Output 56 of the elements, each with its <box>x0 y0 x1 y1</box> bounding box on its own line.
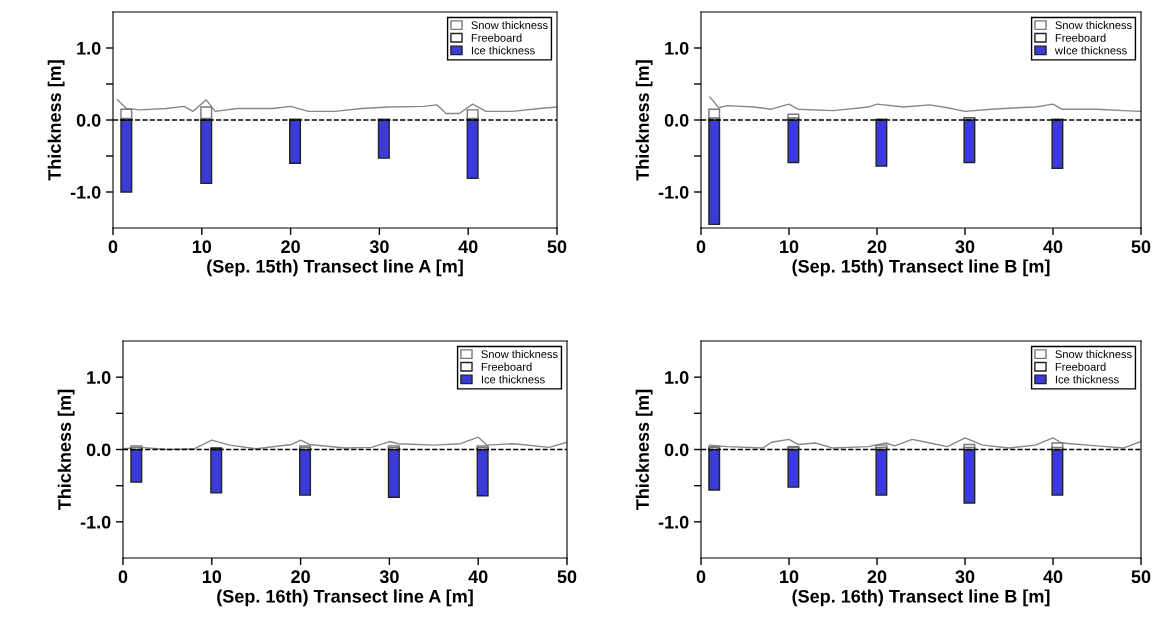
x-tick-label: 20 <box>867 570 887 584</box>
x-tick-label: 40 <box>458 240 478 254</box>
x-tick-label: 10 <box>780 570 799 584</box>
y-tick-label: -1.0 <box>658 185 689 199</box>
x-tick-label: 20 <box>281 240 300 254</box>
legend-label: Freeboard <box>1055 362 1106 371</box>
x-tick-label: 50 <box>547 240 567 254</box>
y-tick-label: 1.0 <box>77 41 101 55</box>
y-tick-label: 0.0 <box>664 443 689 457</box>
legend-label: Ice thickness <box>481 375 545 384</box>
x-tick-label: 10 <box>780 240 799 254</box>
legend-label: Freeboard <box>471 33 522 42</box>
x-tick-label: 10 <box>192 240 212 254</box>
x-tick-label: 0 <box>118 570 128 584</box>
legend-label: Freeboard <box>1055 33 1106 42</box>
x-tick-label: 50 <box>1131 240 1151 254</box>
legend-label: Snow thickness <box>1055 20 1132 30</box>
x-tick-label: 30 <box>955 570 975 584</box>
y-axis-title: Thickness [m] <box>635 60 653 181</box>
x-tick-label: 30 <box>379 570 399 584</box>
x-axis-title: (Sep. 16th) Transect line B [m] <box>792 589 1050 607</box>
x-tick-label: 20 <box>867 240 887 254</box>
legend-label: Snow thickness <box>471 20 548 30</box>
y-axis-title: Thickness [m] <box>635 389 653 510</box>
y-tick-label: 0.0 <box>76 113 101 127</box>
y-tick-label: -1.0 <box>658 515 689 529</box>
x-tick-label: 20 <box>291 570 310 584</box>
x-tick-label: 0 <box>696 570 706 584</box>
x-tick-label: 40 <box>1043 570 1063 584</box>
legend-label: Ice thickness <box>471 46 535 55</box>
x-axis-title: (Sep. 16th) Transect line A [m] <box>217 589 473 607</box>
y-tick-label: -1.0 <box>80 515 111 529</box>
y-tick-label: 0.0 <box>86 443 111 457</box>
x-tick-label: 10 <box>202 570 222 584</box>
legend-label: Freeboard <box>481 362 532 371</box>
x-tick-label: 0 <box>108 240 118 254</box>
x-tick-label: 30 <box>369 240 389 254</box>
x-tick-label: 50 <box>557 570 577 584</box>
x-tick-label: 50 <box>1131 570 1151 584</box>
y-tick-label: 1.0 <box>665 371 689 384</box>
x-axis-title: (Sep. 15th) Transect line A [m] <box>207 259 463 277</box>
y-tick-label: -1.0 <box>70 185 101 199</box>
y-tick-label: 1.0 <box>665 41 689 55</box>
legend-label: Ice thickness <box>1055 375 1119 384</box>
x-axis-title: (Sep. 15th) Transect line B [m] <box>792 259 1050 277</box>
x-tick-label: 30 <box>955 240 975 254</box>
x-tick-label: 40 <box>468 570 488 584</box>
legend-label: wIce thickness <box>1054 46 1127 55</box>
legend-label: Snow thickness <box>481 349 558 359</box>
y-axis-title: Thickness [m] <box>47 60 65 181</box>
legend-label: Snow thickness <box>1055 349 1132 359</box>
x-tick-label: 0 <box>696 240 706 254</box>
y-axis-title: Thickness [m] <box>57 389 75 510</box>
x-tick-label: 40 <box>1043 240 1063 254</box>
y-tick-label: 0.0 <box>664 113 689 127</box>
y-tick-label: 1.0 <box>87 371 111 384</box>
